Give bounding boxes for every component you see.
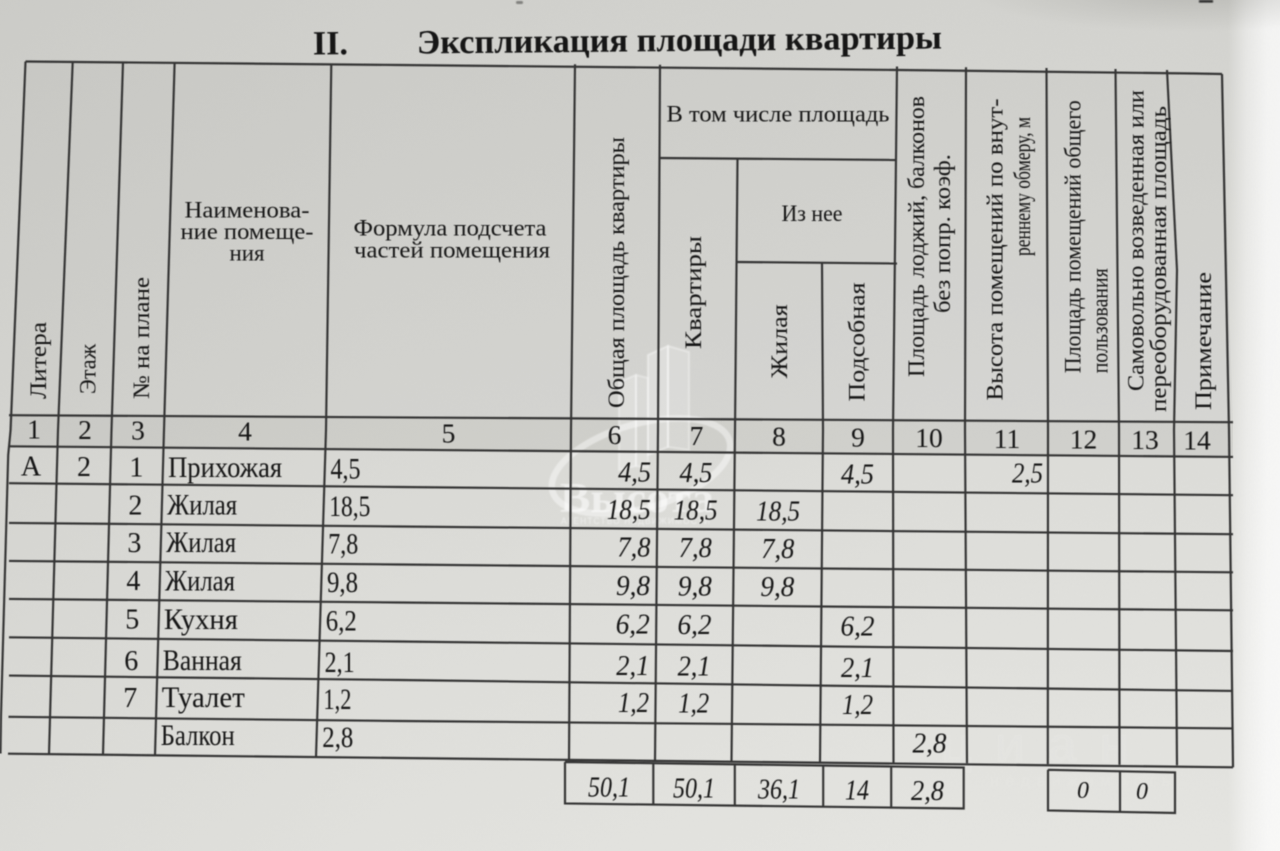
svg-text:переоборудованная площадь: переоборудованная площадь: [1146, 106, 1172, 412]
svg-text:2: 2: [78, 414, 92, 445]
svg-text:9,8: 9,8: [327, 566, 358, 599]
svg-text:36,1: 36,1: [757, 774, 800, 806]
svg-text:8: 8: [772, 421, 786, 452]
svg-text:пользования: пользования: [1088, 268, 1114, 373]
svg-text:4,5: 4,5: [618, 456, 651, 488]
svg-text:14: 14: [1183, 425, 1211, 456]
svg-text:7,8: 7,8: [328, 528, 358, 561]
svg-text:6,2: 6,2: [616, 608, 650, 640]
svg-text:18,5: 18,5: [756, 495, 800, 527]
svg-text:9,8: 9,8: [616, 570, 650, 602]
svg-text:Самовольно возведенная или: Самовольно возведенная или: [1124, 90, 1150, 391]
svg-text:А: А: [21, 452, 42, 483]
svg-text:13: 13: [1131, 424, 1159, 455]
svg-text:18,5: 18,5: [329, 490, 370, 523]
svg-text:4,5: 4,5: [680, 457, 713, 489]
svg-text:Литера: Литера: [26, 321, 52, 399]
svg-text:9: 9: [851, 421, 865, 452]
svg-text:12: 12: [1070, 424, 1098, 455]
svg-text:7: 7: [690, 420, 704, 451]
svg-text:6,2: 6,2: [841, 610, 875, 642]
svg-text:5: 5: [125, 605, 139, 636]
svg-text:2,1: 2,1: [325, 646, 355, 679]
svg-text:реннему обмеру, м: реннему обмеру, м: [1010, 117, 1036, 256]
svg-text:частей помещения: частей помещения: [354, 238, 550, 264]
svg-text:4,5: 4,5: [331, 452, 361, 485]
svg-text:2: 2: [128, 490, 142, 521]
svg-text:1,2: 1,2: [618, 687, 649, 719]
svg-text:9,8: 9,8: [678, 570, 712, 602]
svg-text:1: 1: [27, 414, 41, 445]
svg-text:Наименова-: Наименова-: [185, 198, 310, 224]
svg-text:Кухня: Кухня: [164, 603, 238, 636]
svg-text:Туалет: Туалет: [162, 681, 245, 714]
svg-text:Жилая: Жилая: [167, 489, 237, 522]
svg-text:Высота: Высота: [560, 476, 714, 522]
svg-text:6,2: 6,2: [678, 609, 712, 641]
svg-text:№ на плане: № на плане: [129, 277, 155, 399]
svg-text:без попр. коэф.: без попр. коэф.: [930, 154, 956, 313]
svg-text:Прихожая: Прихожая: [168, 451, 282, 484]
svg-text:1,2: 1,2: [842, 689, 873, 721]
svg-text:Жилая: Жилая: [767, 304, 793, 378]
svg-text:Этаж: Этаж: [76, 343, 102, 394]
svg-text:ние помеще-: ние помеще-: [181, 219, 314, 245]
svg-text:4: 4: [238, 416, 252, 447]
svg-text:6: 6: [124, 646, 138, 677]
svg-text:14: 14: [845, 774, 869, 806]
svg-text:11: 11: [994, 423, 1020, 454]
svg-text:Экспликация площади квартиры: Экспликация площади квартиры: [417, 19, 942, 61]
svg-text:Площадь лоджий, балконов: Площадь лоджий, балконов: [904, 96, 930, 377]
svg-text:Формула подсчета: Формула подсчета: [354, 216, 548, 242]
svg-text:7,8: 7,8: [679, 532, 712, 564]
svg-text:2,1: 2,1: [841, 652, 874, 684]
svg-text:0: 0: [1077, 778, 1089, 804]
svg-text:2,5: 2,5: [1012, 458, 1043, 490]
svg-text:1,2: 1,2: [323, 683, 351, 716]
svg-text:Балкон: Балкон: [161, 719, 235, 752]
svg-text:18,5: 18,5: [607, 494, 651, 526]
svg-text:0: 0: [1136, 779, 1148, 805]
svg-text:Подсобная: Подсобная: [845, 282, 871, 401]
svg-text:Примечание: Примечание: [1191, 272, 1217, 410]
svg-text:50,1: 50,1: [588, 772, 630, 804]
svg-text:2,1: 2,1: [678, 650, 711, 682]
svg-text:9,8: 9,8: [760, 571, 794, 603]
svg-text:18,5: 18,5: [674, 495, 718, 527]
svg-text:Из нее: Из нее: [782, 201, 843, 227]
svg-text:50,1: 50,1: [673, 773, 715, 805]
svg-text:Общая площадь квартиры: Общая площадь квартиры: [604, 137, 630, 408]
svg-text:3: 3: [131, 415, 145, 446]
svg-text:4: 4: [126, 566, 140, 597]
svg-text:3: 3: [127, 528, 141, 559]
svg-text:Жилая: Жилая: [165, 564, 235, 597]
svg-text:Ванная: Ванная: [163, 644, 242, 677]
svg-text:7,8: 7,8: [761, 533, 794, 565]
svg-text:5: 5: [442, 418, 456, 449]
svg-text:2,8: 2,8: [913, 728, 947, 760]
svg-text:Жилая: Жилая: [166, 526, 236, 559]
svg-text:В том числе площадь: В том числе площадь: [667, 102, 890, 128]
svg-text:II.: II.: [313, 25, 348, 62]
svg-text:2: 2: [77, 452, 91, 483]
svg-text:Площадь помещений общего: Площадь помещений общего: [1061, 100, 1087, 373]
svg-text:2,1: 2,1: [616, 650, 649, 682]
svg-text:6,2: 6,2: [326, 604, 357, 637]
svg-text:4,5: 4,5: [841, 458, 874, 490]
svg-text:1: 1: [129, 453, 143, 484]
svg-text:Квартиры: Квартиры: [681, 236, 707, 349]
svg-text:7: 7: [123, 683, 137, 714]
svg-text:7,8: 7,8: [617, 532, 650, 564]
svg-text:1,2: 1,2: [678, 687, 709, 719]
svg-text:АГЕНТСТВО НЕДВИЖИМОСТИ: АГЕНТСТВО НЕДВИЖИМОСТИ: [561, 516, 711, 527]
svg-text:ния: ния: [230, 241, 265, 267]
svg-text:2,8: 2,8: [322, 721, 353, 754]
svg-text:6: 6: [608, 419, 622, 450]
svg-text:10: 10: [915, 422, 943, 453]
svg-text:Высота помещений по внут-: Высота помещений по внут-: [983, 99, 1009, 401]
svg-text:2,8: 2,8: [911, 775, 944, 807]
